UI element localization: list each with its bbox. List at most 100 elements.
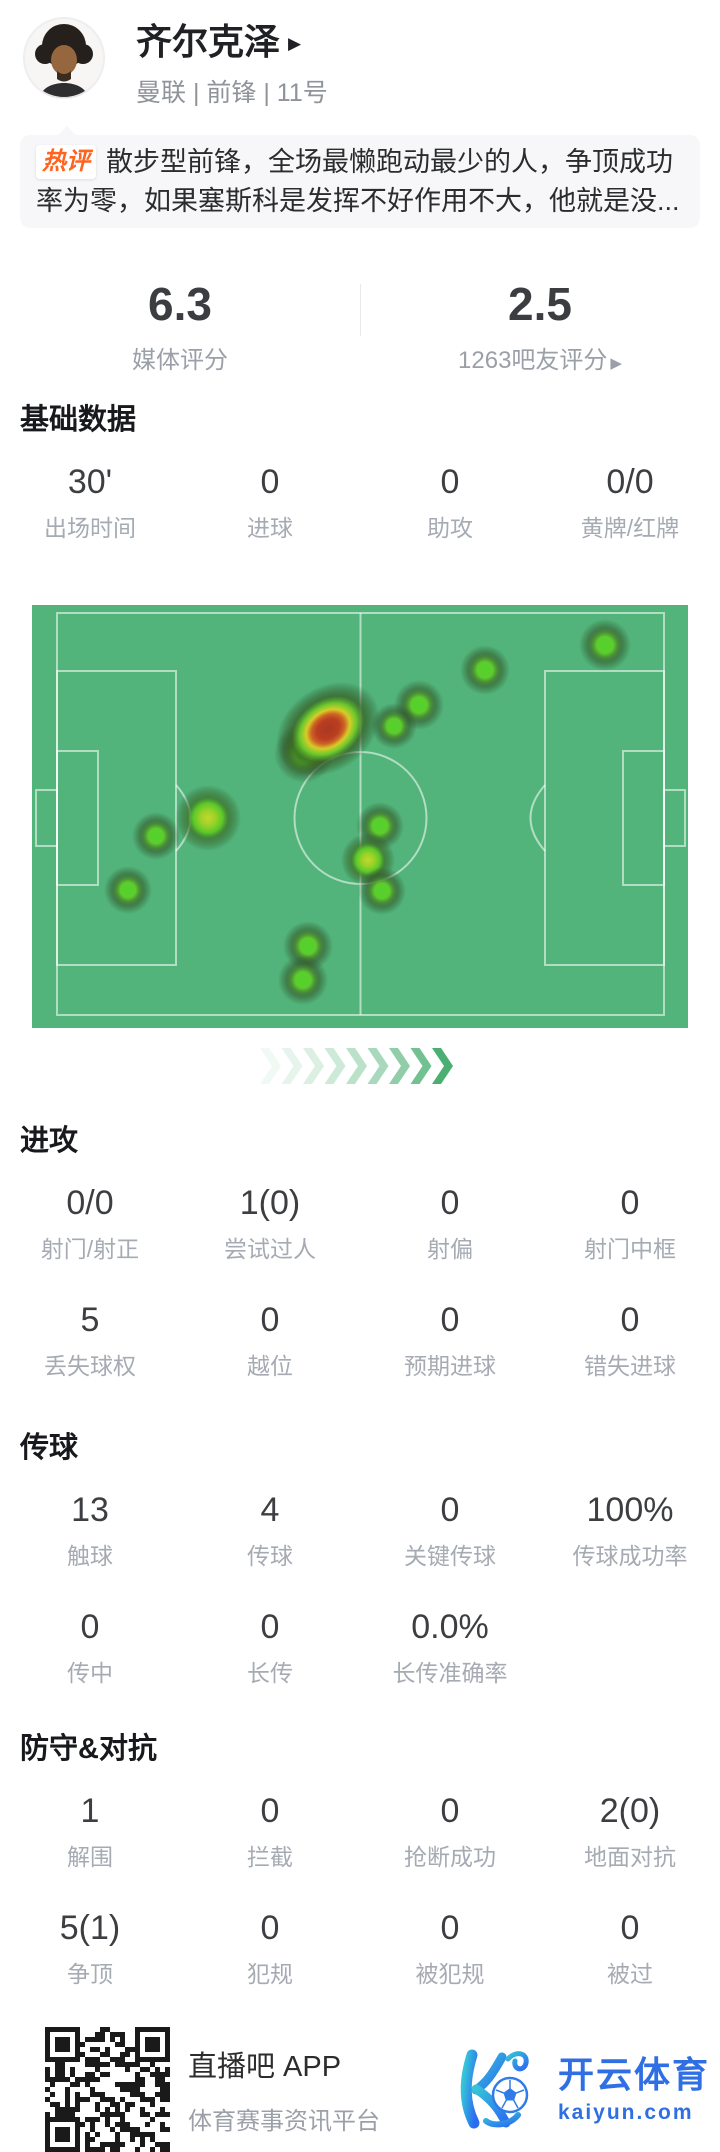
stat-value: 0	[440, 1183, 460, 1222]
stat-label: 地面对抗	[584, 1844, 676, 1871]
chevron-icon	[410, 1047, 432, 1084]
stat-value: 13	[71, 1490, 109, 1529]
stat-label: 尝试过人	[224, 1235, 316, 1262]
stat-label: 被犯规	[415, 1961, 485, 1988]
player-team-position: 曼联 | 前锋 | 11号	[136, 79, 328, 108]
stat-label: 传球	[247, 1542, 293, 1569]
chevron-icon	[367, 1047, 389, 1084]
hot-comment-box[interactable]: 热评 散步型前锋，全场最懒跑动最少的人，争顶成功率为零，如果塞斯科是发挥不好作用不…	[20, 126, 700, 228]
stat-value: 0/0	[66, 1183, 114, 1222]
stat-cell: 0 被过	[540, 1906, 720, 1989]
heat-spot-green	[278, 954, 328, 1005]
fans-rating-arrow-icon: ▶	[610, 354, 622, 372]
stat-label: 触球	[67, 1542, 113, 1569]
stat-cell: 0/0 射门/射正	[0, 1181, 180, 1264]
chevron-icon	[303, 1047, 324, 1084]
stat-value: 0	[620, 1183, 640, 1222]
stat-label: 越位	[247, 1352, 293, 1379]
stat-value: 0	[260, 1791, 280, 1830]
heat-spot-bright	[175, 784, 241, 851]
stat-value: 0	[260, 1909, 280, 1948]
heat-spot-red	[276, 681, 380, 776]
player-name-row[interactable]: 齐尔克泽 ▶	[136, 20, 328, 63]
stat-value: 5(1)	[59, 1909, 121, 1948]
fans-rating-label[interactable]: 1263吧友评分 ▶	[458, 346, 622, 374]
stat-label: 关键传球	[404, 1542, 496, 1569]
stat-value: 1(0)	[239, 1183, 301, 1222]
player-detail-arrow-icon[interactable]: ▶	[288, 33, 302, 53]
heat-spot-green	[132, 811, 180, 860]
stat-label: 进球	[247, 514, 293, 541]
player-header: 齐尔克泽 ▶ 曼联 | 前锋 | 11号	[0, 0, 720, 109]
stat-label: 黄牌/红牌	[580, 514, 680, 541]
stat-cell: 0 助攻	[360, 460, 540, 543]
heat-spot-green	[358, 866, 406, 915]
stat-value: 4	[260, 1490, 280, 1529]
stat-value: 5	[80, 1300, 100, 1339]
stat-cell: 5 丢失球权	[0, 1298, 180, 1381]
stat-label: 丢失球权	[44, 1352, 136, 1379]
section-title-defense: 防守&对抗	[20, 1733, 157, 1766]
passing-stats-grid: 13 触球 4 传球 0 关键传球 100% 传球成功率 0 传中 0 长传 0.0% 长传准…	[0, 1488, 720, 1688]
stat-label: 射门中框	[584, 1235, 676, 1262]
heat-spot-green	[579, 618, 631, 671]
stat-cell: 0 射门中框	[540, 1181, 720, 1264]
stat-value: 1	[80, 1791, 100, 1830]
heatmap-pitch	[32, 604, 688, 1028]
stat-value: 0	[260, 462, 280, 501]
stat-value: 0	[260, 1607, 280, 1646]
stat-cell: 0 被犯规	[360, 1906, 540, 1989]
stat-cell: 0 错失进球	[540, 1298, 720, 1381]
stat-label: 长传	[247, 1660, 293, 1687]
section-title-passing: 传球	[20, 1431, 79, 1464]
ratings-divider	[360, 283, 361, 336]
stat-cell: 13 触球	[0, 1488, 180, 1571]
stat-cell: 0 越位	[180, 1298, 360, 1381]
chevron-icon	[324, 1047, 346, 1084]
chevron-icon	[389, 1047, 410, 1084]
heat-spot-green	[104, 865, 152, 914]
heatmap	[32, 604, 688, 1028]
stat-value: 100%	[586, 1490, 674, 1529]
stat-cell: 0 进球	[180, 460, 360, 543]
chevron-icon	[346, 1047, 367, 1084]
stat-value: 0	[440, 1791, 460, 1830]
stat-label: 射门/射正	[40, 1235, 140, 1262]
stat-label: 被过	[607, 1961, 653, 1988]
stat-value: 0	[440, 1300, 460, 1339]
basic-stats-grid: 30' 出场时间 0 进球 0 助攻 0/0 黄牌/红牌	[0, 460, 720, 543]
stat-value: 0	[440, 462, 460, 501]
stat-value: 0	[260, 1300, 280, 1339]
brand-logo: 开云体育 kaiyun.com	[448, 2045, 710, 2135]
stat-cell: 0 拦截	[180, 1789, 360, 1872]
chevron-icon	[432, 1047, 453, 1084]
fans-rating[interactable]: 2.5 1263吧友评分 ▶	[360, 278, 720, 375]
stat-cell: 30' 出场时间	[0, 460, 180, 543]
stat-label: 传球成功率	[572, 1542, 688, 1569]
stat-cell: 0 长传	[180, 1605, 360, 1688]
stat-label: 预期进球	[404, 1352, 496, 1379]
stat-label: 助攻	[427, 514, 473, 541]
stat-label: 抢断成功	[404, 1844, 496, 1871]
section-title-attack: 进攻	[20, 1124, 79, 1157]
stat-value: 30'	[67, 462, 113, 501]
media-rating: 6.3 媒体评分	[0, 278, 360, 375]
stat-cell: 0 传中	[0, 1605, 180, 1688]
footer: 直播吧 APP 体育赛事资讯平台	[0, 2027, 720, 2152]
app-promo: 直播吧 APP 体育赛事资讯平台	[188, 2043, 448, 2136]
stat-cell: 0.0% 长传准确率	[360, 1605, 540, 1688]
ratings-row: 6.3 媒体评分 2.5 1263吧友评分 ▶	[0, 278, 720, 375]
heat-spot-green	[460, 644, 510, 695]
stat-value: 0	[440, 1490, 460, 1529]
stat-label: 错失进球	[584, 1352, 676, 1379]
stat-label: 犯规	[247, 1961, 293, 1988]
stat-label: 射偏	[427, 1235, 473, 1262]
stat-label: 解围	[67, 1844, 113, 1871]
brand-name-cn: 开云体育	[557, 2053, 710, 2095]
heatmap-spots	[104, 618, 631, 1005]
stat-cell: 2(0) 地面对抗	[540, 1789, 720, 1872]
hot-comment-body: 散步型前锋，全场最懒跑动最少的人，争顶成功率为零，如果塞斯科是发挥不好作用不大，…	[36, 147, 680, 216]
stat-cell: 0 射偏	[360, 1181, 540, 1264]
stat-label: 长传准确率	[392, 1660, 508, 1687]
heat-spot-green	[371, 702, 417, 749]
